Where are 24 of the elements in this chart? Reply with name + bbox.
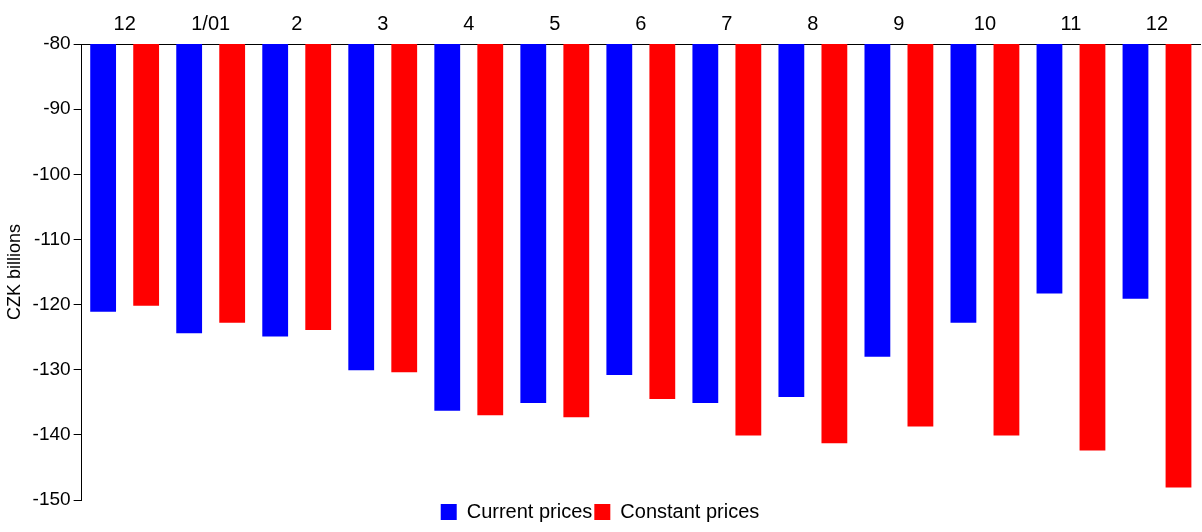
legend-label: Constant prices [620,499,760,522]
y-tick-label: -150 [32,488,71,510]
x-tick-label: 4 [463,11,475,34]
y-tick-label: -120 [32,292,71,314]
y-tick-label: -140 [32,423,71,445]
y-tick-label: -130 [32,357,71,379]
y-tick-label: -80 [43,32,71,54]
x-tick-label: 2 [291,11,303,34]
x-tick-label: 5 [549,11,561,34]
x-tick-label: 1/01 [191,11,231,34]
x-tick-label: 10 [973,11,997,34]
legend-label: Current prices [466,499,593,522]
x-tick-label: 7 [721,11,733,34]
x-tick-label: 8 [807,11,819,34]
y-tick-label: -90 [43,97,71,119]
y-tick-label: -110 [34,227,71,249]
x-tick-label: 11 [1060,11,1082,34]
x-tick-label: 3 [377,11,389,34]
x-tick-label: 12 [1145,11,1169,34]
y-axis-title: CZK billions [3,223,24,321]
x-tick-label: 9 [893,11,905,34]
x-tick-label: 6 [635,11,647,34]
y-tick-label: -100 [32,162,71,184]
x-tick-label: 12 [113,11,136,34]
